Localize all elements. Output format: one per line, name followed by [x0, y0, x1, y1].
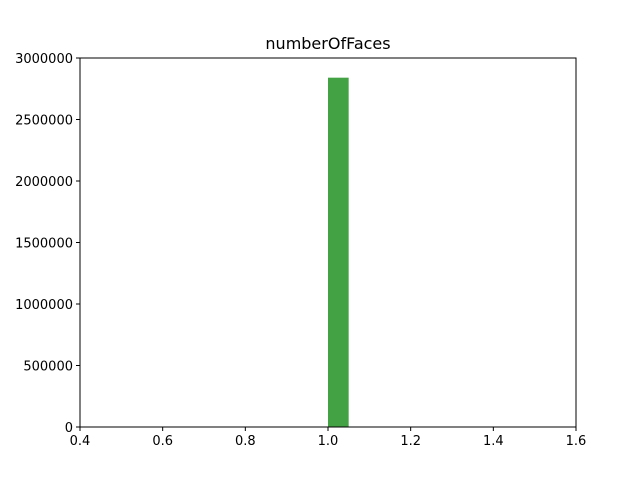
x-tick-label: 1.2: [400, 434, 421, 449]
y-tick-label: 3000000: [15, 52, 73, 67]
y-tick-label: 2500000: [15, 114, 73, 129]
x-tick-label: 1.6: [566, 434, 587, 449]
y-tick-label: 1500000: [15, 237, 73, 252]
x-axis: 0.4 0.6 0.8 1.0 1.2 1.4 1.6: [70, 427, 587, 449]
x-tick-label: 0.8: [235, 434, 256, 449]
y-tick-label: 2000000: [15, 175, 73, 190]
y-tick-label: 500000: [23, 360, 73, 375]
y-tick-label: 0: [65, 421, 73, 436]
y-tick-label: 1000000: [15, 298, 73, 313]
x-tick-label: 1.4: [483, 434, 504, 449]
bars-group: [328, 77, 349, 428]
chart-title: numberOfFaces: [265, 34, 390, 53]
x-tick-label: 0.4: [70, 434, 91, 449]
x-tick-label: 0.6: [152, 434, 173, 449]
x-tick-label: 1.0: [318, 434, 339, 449]
y-axis: 0 500000 1000000 1500000 2000000 2500000 30000…: [15, 52, 80, 436]
histogram-bar: [328, 77, 349, 428]
